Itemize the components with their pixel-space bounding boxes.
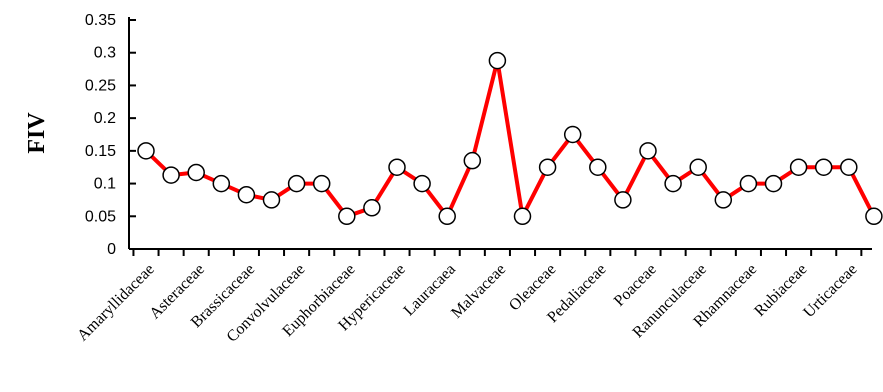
data-point [312, 174, 331, 193]
data-point [589, 158, 607, 176]
data-point [212, 174, 231, 193]
data-point [639, 142, 657, 160]
data-point [739, 174, 758, 193]
data-point [764, 174, 783, 193]
x-tick-label: Amaryllidaceae [74, 261, 158, 345]
y-tick-label: 0.05 [85, 208, 116, 225]
data-point [513, 207, 532, 226]
series-line [144, 58, 876, 219]
data-point [237, 185, 256, 204]
data-point [338, 207, 356, 226]
x-tick-label: Malvaceae [448, 261, 509, 322]
data-point [714, 191, 733, 209]
y-ticks: 0 0.05 0.1 0.15 0.2 0.25 0.3 0.35 [85, 12, 136, 258]
data-point [814, 158, 833, 176]
y-tick-label: 0 [107, 241, 116, 258]
data-point [287, 174, 306, 193]
y-tick-label: 0.1 [94, 176, 116, 193]
data-point [262, 191, 281, 209]
y-axis-label: FIV [24, 112, 50, 154]
data-point [388, 158, 406, 176]
data-point [789, 158, 808, 176]
data-point [664, 174, 682, 193]
data-point [488, 51, 507, 70]
data-point [689, 158, 707, 176]
y-tick-label: 0.25 [85, 77, 116, 94]
data-point [840, 158, 858, 176]
y-tick-label: 0.2 [94, 110, 116, 127]
data-point [137, 142, 155, 160]
x-ticks: AmaryllidaceaeAsteraceaeBrassicaceaeConv… [74, 249, 863, 346]
axes [128, 17, 872, 250]
data-point [563, 125, 582, 144]
y-tick-label: 0.35 [85, 12, 116, 29]
series [137, 51, 883, 226]
data-point [614, 191, 632, 209]
data-point [865, 207, 883, 226]
data-point [538, 158, 557, 176]
data-point [438, 207, 456, 226]
data-point [413, 174, 431, 193]
data-point [187, 163, 205, 182]
x-tick-label: Urticaceae [800, 261, 860, 321]
y-tick-label: 0.15 [85, 143, 116, 160]
data-point [463, 151, 482, 170]
y-tick-label: 0.3 [94, 45, 116, 62]
x-tick-label: Poaceae [611, 261, 660, 310]
data-point [162, 166, 180, 184]
data-point [363, 199, 381, 217]
